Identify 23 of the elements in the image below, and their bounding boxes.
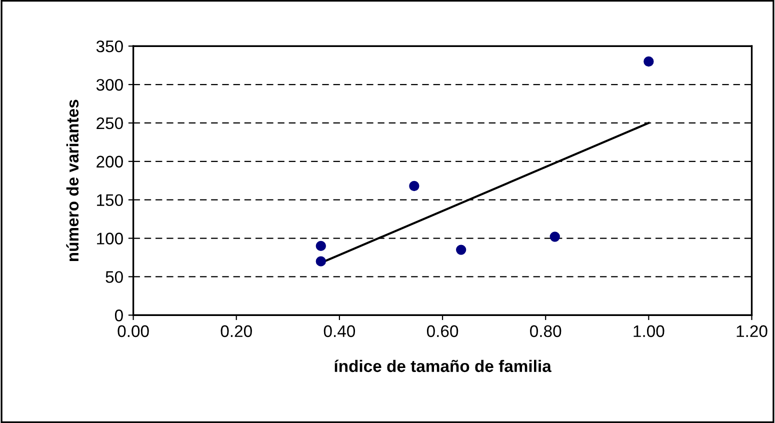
y-tick-label: 0 <box>114 310 123 322</box>
y-tick-label: 200 <box>96 156 123 168</box>
x-tick-label: 0.40 <box>324 325 356 338</box>
y-tick-label: 50 <box>106 271 123 283</box>
y-tick-label: 100 <box>97 232 123 244</box>
x-tick-label: 0.60 <box>426 325 458 338</box>
y-axis-title: número de variantes <box>66 100 79 262</box>
y-tick-label: 250 <box>96 117 123 130</box>
x-tick-label: 0.20 <box>220 325 252 338</box>
point <box>456 244 466 255</box>
x-tick-label: 0.80 <box>530 325 562 338</box>
x-tick-label: 1.00 <box>634 325 664 338</box>
x-axis-title: índice de tamaño de familia <box>334 360 552 372</box>
x-tick-label: 1.20 <box>736 325 768 338</box>
y-tick-label: 350 <box>96 40 123 52</box>
y-tick-label: 150 <box>97 194 123 206</box>
point <box>316 256 326 266</box>
x-tick-label: 0.00 <box>118 325 149 338</box>
y-tick-label: 300 <box>96 78 123 91</box>
point <box>316 240 326 252</box>
point <box>550 232 560 242</box>
point <box>644 56 654 67</box>
point <box>409 180 420 192</box>
